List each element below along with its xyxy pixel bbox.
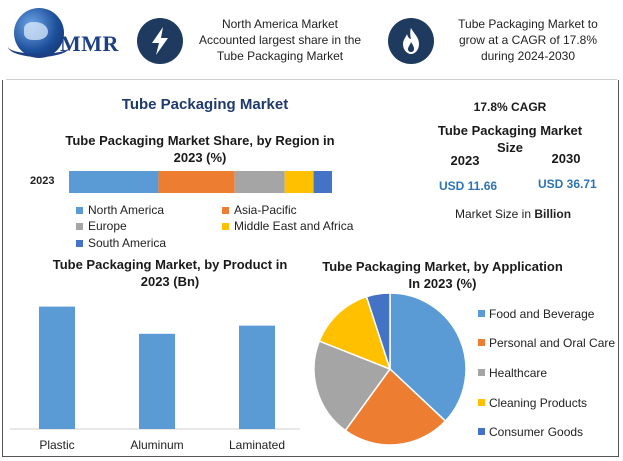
unit-label-prefix: Market Size in [455,207,535,221]
header-box-1-line-2: Accounted largest share in the [198,33,362,47]
header-box-2: Tube Packaging Market to grow at a CAGR … [446,16,610,64]
region-chart-category-label: 2023 [30,175,55,187]
legend-europe: Europe [76,219,127,233]
legend-asia-pacific: Asia-Pacific [222,203,297,217]
logo-text: MMR [60,31,119,56]
product-chart-title-line-1: Tube Packaging Market, by Product in [52,257,288,272]
application-chart-title-line-2: In 2023 (%) [408,276,477,291]
lightning-icon [137,18,183,64]
year-end-label: 2030 [551,151,581,166]
header: MMR North America Market Accounted large… [0,0,623,80]
region-chart-title: Tube Packaging Market Share, by Region i… [55,132,345,166]
year-start-label: 2023 [450,153,480,168]
main-title: Tube Packaging Market [121,96,289,113]
header-box-1-line-3: Tube Packaging Market [216,49,344,63]
product-chart-title: Tube Packaging Market, by Product in 202… [40,256,300,290]
legend-swatch [222,222,229,230]
product-chart-title-line-2: 2023 (Bn) [140,274,200,289]
unit-label: Market Size in Billion [455,207,571,221]
flame-icon [388,18,434,64]
header-box-2-line-2: grow at a CAGR of 17.8% [458,33,598,47]
cagr-label: 17.8% CAGR [473,100,547,114]
legend-label: Asia-Pacific [234,203,297,217]
region-chart-title-line-2: 2023 (%) [173,150,227,165]
header-divider [6,79,617,80]
legend-swatch [76,222,83,230]
market-size-title-line-1: Tube Packaging Market [437,123,583,138]
legend-north-america: North America [76,203,164,217]
application-chart-title: Tube Packaging Market, by Application In… [310,258,575,292]
market-size-title-line-2: Size [496,140,523,155]
header-box-2-line-1: Tube Packaging Market to [458,17,598,31]
value-start: USD 11.66 [439,179,498,193]
legend-label: South America [88,236,167,250]
legend-swatch [222,206,229,214]
value-end: USD 36.71 [538,177,597,191]
legend-label: Middle East and Africa [234,219,354,233]
legend-swatch [76,239,83,247]
application-chart-title-line-1: Tube Packaging Market, by Application [322,259,563,274]
legend-swatch [76,206,83,214]
unit-label-bold: Billion [534,207,572,221]
market-size-title: Tube Packaging Market Size [425,122,595,156]
header-box-2-line-3: during 2024-2030 [480,49,576,63]
legend-label: North America [88,203,165,217]
legend-south-america: South America [76,236,166,250]
logo-swoosh [8,36,70,57]
region-chart-title-line-1: Tube Packaging Market Share, by Region i… [65,133,335,148]
header-box-1: North America Market Accounted largest s… [192,16,368,64]
legend-middle-east-africa: Middle East and Africa [222,219,353,233]
legend-label: Europe [88,219,127,233]
header-box-1-line-1: North America Market [221,17,339,31]
